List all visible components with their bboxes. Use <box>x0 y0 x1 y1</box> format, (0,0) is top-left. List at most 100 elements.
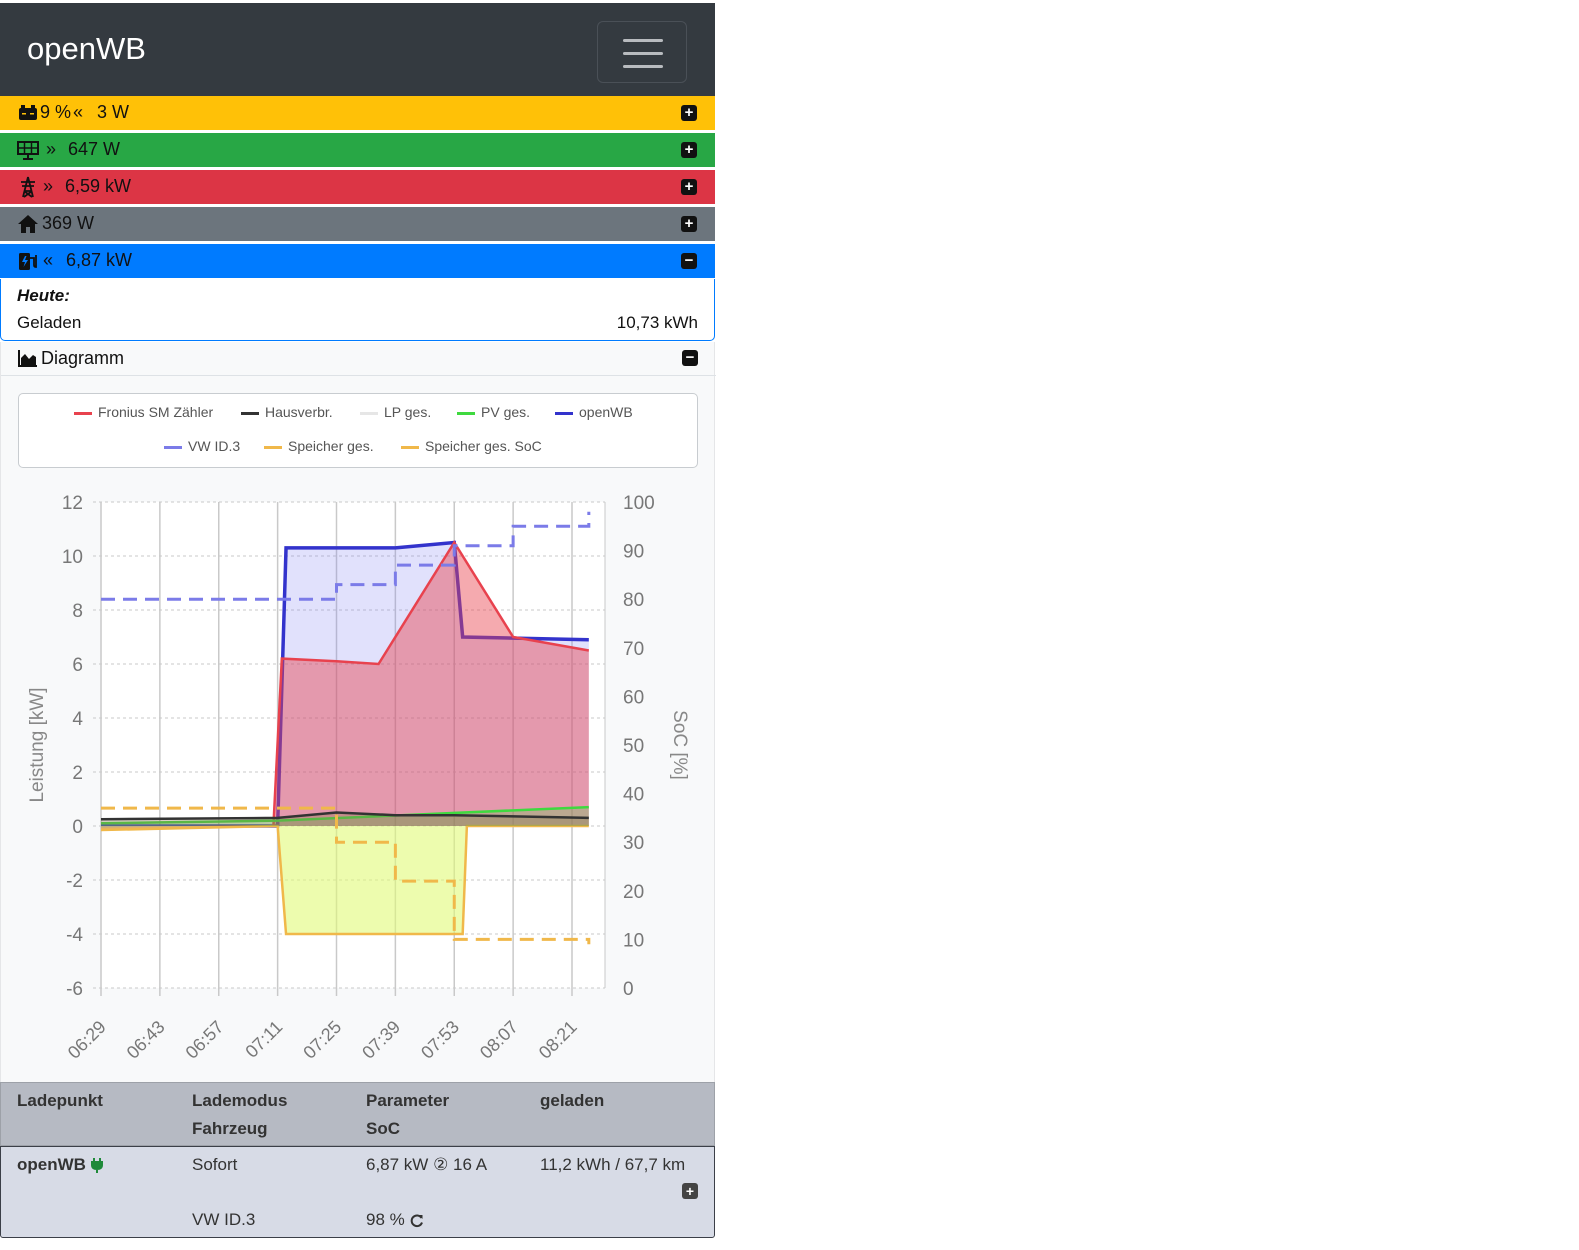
charged-label: Geladen <box>17 313 82 332</box>
y-tick-label: -2 <box>66 871 83 892</box>
x-tick-label: 07:11 <box>241 1017 286 1062</box>
menu-toggle-button[interactable] <box>597 21 687 83</box>
chevrons-left-icon: « <box>43 250 54 270</box>
series-speicher-ges--area <box>101 826 589 934</box>
legend-item[interactable]: VW ID.3 <box>164 438 240 454</box>
power-chart: 121086420-2-4-6100908070605040302010006:… <box>27 493 690 1063</box>
charge-mode[interactable]: Sofort <box>192 1155 238 1174</box>
pv-status-bar[interactable]: » 647 W + <box>0 133 715 167</box>
y-tick-label: -6 <box>66 979 83 1000</box>
y2-tick-label: 80 <box>623 590 644 611</box>
pv-power: 647 W <box>68 139 121 159</box>
app: openWB 9 % « 3 W + » 647 W + <box>0 0 716 1240</box>
battery-icon <box>19 105 37 120</box>
y-axis-label: Leistung [kW] <box>27 687 48 802</box>
diagram-title: Diagramm <box>41 348 125 368</box>
x-tick-label: 07:25 <box>299 1017 345 1063</box>
x-tick-label: 08:07 <box>476 1017 522 1063</box>
col-parameter: Parameter <box>366 1091 450 1110</box>
y2-tick-label: 40 <box>623 785 644 806</box>
y-tick-label: 0 <box>72 817 83 838</box>
x-tick-label: 07:53 <box>417 1017 463 1063</box>
diagram-header[interactable]: Diagramm − <box>1 342 716 376</box>
expand-plus-icon[interactable]: + <box>682 1183 698 1199</box>
y2-tick-label: 90 <box>623 542 644 563</box>
chargepoint-status-bar[interactable]: « 6,87 kW − <box>0 244 715 278</box>
col-fahrzeug: Fahrzeug <box>192 1119 268 1138</box>
x-tick-label: 06:29 <box>64 1017 110 1063</box>
today-heading: Heute: <box>17 286 70 305</box>
y2-tick-label: 30 <box>623 833 644 854</box>
x-tick-label: 08:21 <box>535 1017 581 1063</box>
house-status-bar[interactable]: 369 W + <box>0 207 715 241</box>
x-tick-label: 06:43 <box>123 1017 169 1063</box>
legend-item[interactable]: Fronius SM Zähler <box>74 404 213 420</box>
legend-item[interactable]: Speicher ges. SoC <box>401 438 542 454</box>
y2-tick-label: 50 <box>623 736 644 757</box>
house-power: 369 W <box>42 213 95 233</box>
battery-soc: 9 % <box>40 102 72 122</box>
legend-item[interactable]: Hausverbr. <box>241 404 333 420</box>
legend-item[interactable]: LP ges. <box>360 404 431 420</box>
expand-plus-icon[interactable]: + <box>681 142 697 158</box>
navbar: openWB <box>0 3 715 96</box>
y-tick-label: 8 <box>72 601 83 622</box>
plug-icon <box>91 1158 103 1173</box>
x-tick-label: 07:39 <box>358 1017 404 1063</box>
series-openwb-area <box>101 542 589 826</box>
y2-axis-label: SoC [%] <box>669 710 690 780</box>
col-soc: SoC <box>366 1119 400 1138</box>
vehicle-soc: 98 % <box>366 1210 405 1229</box>
y-tick-label: 10 <box>62 547 83 568</box>
collapse-minus-icon[interactable]: − <box>681 253 697 269</box>
x-tick-label: 06:57 <box>182 1017 228 1063</box>
series-pv-ges--line <box>100 805 589 825</box>
series-pv-ges--area <box>101 807 589 826</box>
col-ladepunkt: Ladepunkt <box>17 1091 103 1110</box>
charging-station-icon <box>19 253 37 270</box>
home-icon <box>18 215 38 233</box>
area-chart-icon <box>18 350 37 367</box>
series-vw-id-3-line <box>101 511 591 601</box>
battery-status-bar[interactable]: 9 % « 3 W + <box>0 96 715 130</box>
chevrons-right-icon: » <box>43 176 54 196</box>
y2-tick-label: 20 <box>623 882 644 903</box>
vehicle-name: VW ID.3 <box>192 1210 256 1229</box>
table-row[interactable]: openWB Sofort VW ID.3 6,87 kW ② 16 A 98 … <box>0 1146 715 1238</box>
power-tower-icon <box>21 176 35 198</box>
y2-tick-label: 10 <box>623 930 644 951</box>
chevrons-right-icon: » <box>46 139 57 159</box>
series-fronius-sm-z-hler-area <box>101 542 589 829</box>
legend-item[interactable]: openWB <box>555 404 633 420</box>
y-tick-label: 6 <box>72 655 83 676</box>
chevrons-left-icon: « <box>73 102 84 122</box>
legend-item[interactable]: Speicher ges. <box>264 438 374 454</box>
battery-power: 3 W <box>97 102 130 122</box>
brand-title[interactable]: openWB <box>27 31 146 66</box>
collapse-minus-icon[interactable]: − <box>682 350 698 366</box>
series-fronius-sm-z-hler-line <box>100 540 590 830</box>
chart-legend: Fronius SM Zähler Hausverbr. LP ges. PV … <box>18 393 698 468</box>
grid-status-bar[interactable]: » 6,59 kW + <box>0 170 715 204</box>
today-panel: Heute: Geladen 10,73 kWh <box>0 279 715 341</box>
table-header: Ladepunkt Lademodus Fahrzeug Parameter S… <box>0 1082 715 1146</box>
diagram-panel: Diagramm − Fronius SM Zähler Hausverbr. … <box>0 342 716 1082</box>
chargepoint-name: openWB <box>17 1155 86 1174</box>
y-tick-label: 4 <box>72 709 83 730</box>
refresh-icon[interactable] <box>410 1214 424 1228</box>
charged-energy: 11,2 kWh / 67,7 km <box>540 1155 686 1174</box>
legend-item[interactable]: PV ges. <box>457 404 530 420</box>
y2-tick-label: 0 <box>623 979 634 1000</box>
y2-tick-label: 100 <box>623 493 655 514</box>
series-speicher-ges--line <box>100 824 589 936</box>
y-tick-label: 2 <box>72 763 83 784</box>
hamburger-icon <box>623 39 663 42</box>
chargepoint-table: Ladepunkt Lademodus Fahrzeug Parameter S… <box>0 1082 715 1238</box>
y2-tick-label: 60 <box>623 687 644 708</box>
expand-plus-icon[interactable]: + <box>681 179 697 195</box>
grid-power: 6,59 kW <box>65 176 132 196</box>
col-lademodus: Lademodus <box>192 1091 288 1110</box>
y-tick-label: 12 <box>62 493 83 514</box>
expand-plus-icon[interactable]: + <box>681 216 697 232</box>
expand-plus-icon[interactable]: + <box>681 105 697 121</box>
